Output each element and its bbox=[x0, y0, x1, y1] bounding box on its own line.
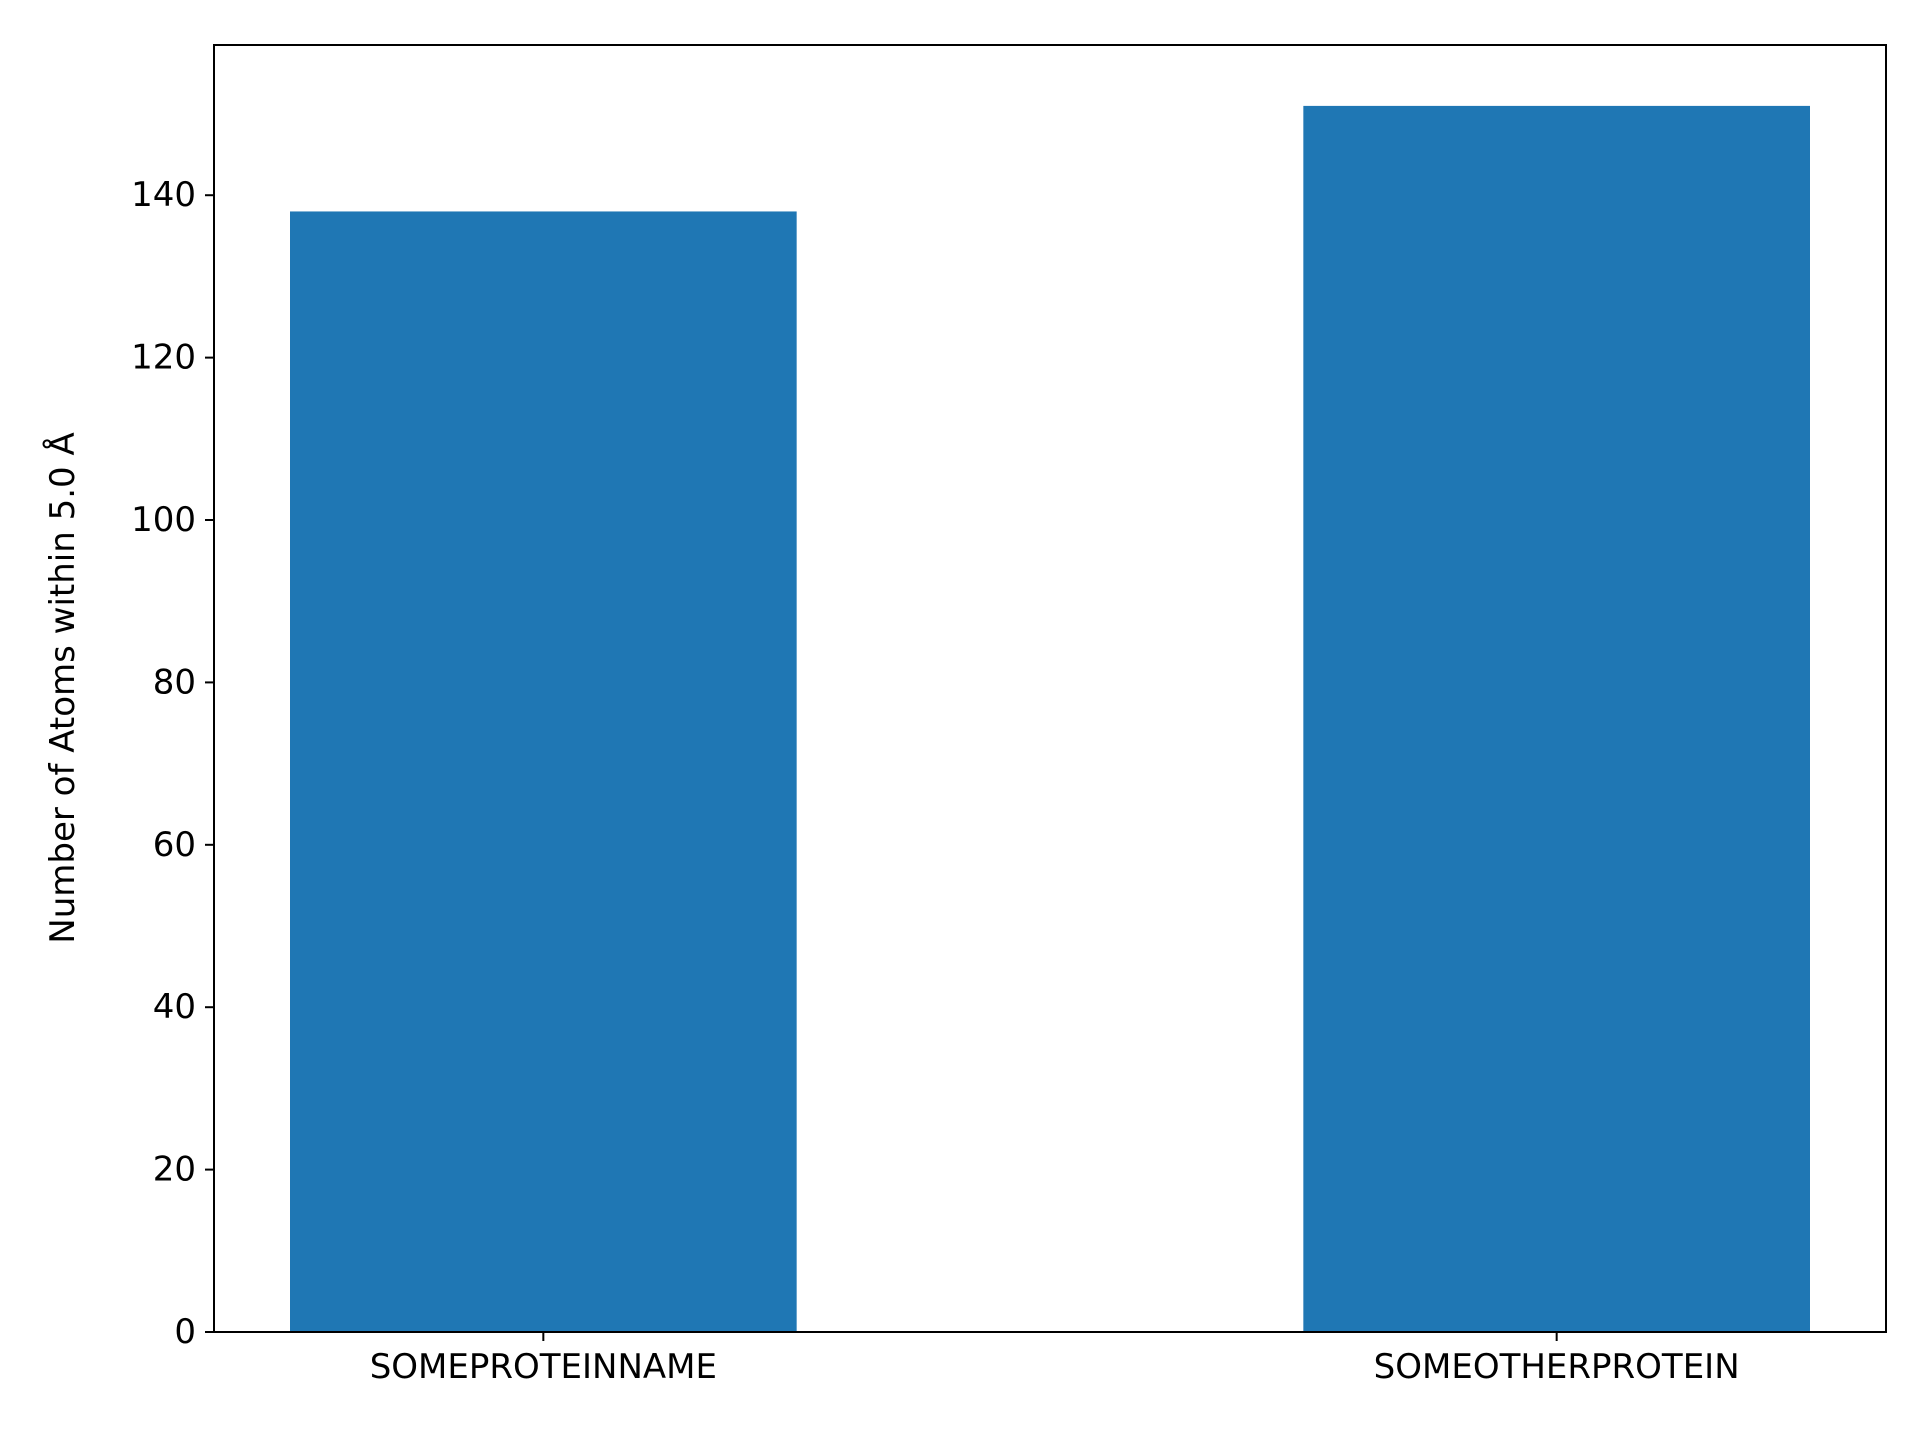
y-axis-label: Number of Atoms within 5.0 Å bbox=[42, 432, 83, 943]
bar-someproteinname bbox=[290, 211, 797, 1333]
y-tick-label: 0 bbox=[174, 1312, 196, 1352]
y-tick-label: 120 bbox=[131, 338, 196, 378]
y-tick-label: 60 bbox=[153, 825, 196, 865]
y-tick-label: 140 bbox=[131, 175, 196, 215]
bars-group bbox=[290, 105, 1810, 1333]
x-axis-ticks: SOMEPROTEINNAME SOMEOTHERPROTEIN bbox=[370, 1332, 1740, 1387]
y-tick-label: 20 bbox=[153, 1150, 196, 1190]
plot-area-frame bbox=[213, 44, 1887, 1333]
y-tick-label: 100 bbox=[131, 500, 196, 540]
y-tick-label: 40 bbox=[153, 987, 196, 1027]
y-tick-label: 80 bbox=[153, 662, 196, 702]
x-tick-label: SOMEOTHERPROTEIN bbox=[1374, 1347, 1740, 1387]
y-axis-ticks: 0 20 40 60 80 100 120 140 bbox=[131, 175, 214, 1352]
bar-someotherprotein bbox=[1303, 105, 1810, 1333]
x-tick-label: SOMEPROTEINNAME bbox=[370, 1347, 717, 1387]
